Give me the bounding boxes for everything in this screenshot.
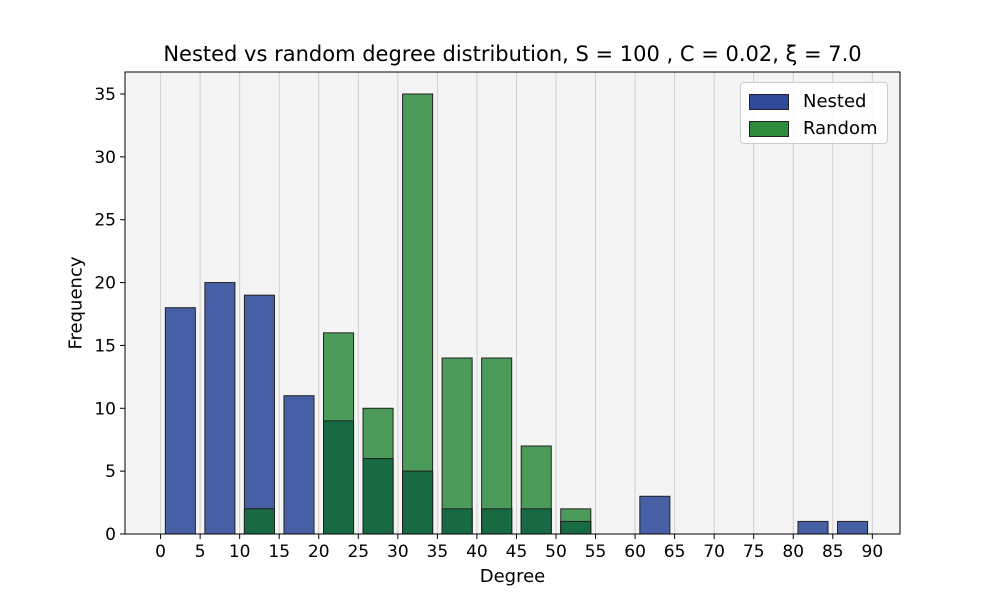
legend-label-nested: Nested	[803, 91, 867, 112]
y-tick-label: 15	[94, 336, 116, 356]
bar-overlap	[322, 420, 355, 535]
x-axis-label: Degree	[479, 566, 546, 587]
y-tick-label: 5	[105, 462, 116, 482]
x-tick-label: 90	[862, 542, 884, 562]
x-tick-label: 55	[585, 542, 607, 562]
legend-item-random: Random	[749, 115, 879, 142]
bar-random	[402, 93, 434, 535]
bar-nested	[639, 495, 671, 535]
legend: Nested Random	[740, 82, 888, 144]
legend-swatch-random	[749, 120, 789, 137]
bar-overlap	[560, 520, 592, 535]
y-tick-label: 20	[94, 274, 116, 294]
legend-item-nested: Nested	[749, 88, 879, 115]
bar-nested	[204, 282, 236, 535]
y-axis: 0 5 10 15 20 25 30 35	[94, 85, 125, 545]
bar-nested	[837, 520, 869, 535]
bar-nested	[797, 520, 829, 535]
y-tick-label: 25	[94, 211, 116, 231]
y-tick-label: 10	[94, 399, 116, 419]
x-tick-label: 50	[545, 542, 567, 562]
bar-overlap	[520, 508, 552, 535]
x-tick-label: 30	[387, 542, 409, 562]
bar-random	[481, 357, 513, 535]
bar-overlap	[362, 458, 394, 535]
bar-overlap	[441, 508, 473, 535]
bar-random	[441, 357, 473, 535]
x-tick-label: 65	[664, 542, 686, 562]
legend-label-random: Random	[803, 118, 878, 139]
plot-frame	[124, 71, 901, 535]
x-tick-label: 20	[308, 542, 330, 562]
y-tick-label: 35	[94, 85, 116, 105]
x-tick-label: 25	[347, 542, 369, 562]
x-axis: 0 5 10 15 20 25 30 35 40 45 50 55 60 65 70 75 80 85 90	[155, 534, 883, 562]
legend-swatch-nested	[749, 93, 789, 110]
bar-overlap	[481, 508, 513, 535]
x-tick-label: 70	[703, 542, 725, 562]
x-tick-label: 40	[466, 542, 488, 562]
y-axis-label: Frequency	[65, 256, 87, 350]
bar-nested	[283, 395, 315, 535]
grid-lines	[160, 72, 873, 534]
y-tick-label: 30	[94, 148, 116, 168]
x-tick-label: 0	[155, 542, 166, 562]
x-tick-label: 5	[195, 542, 206, 562]
bar-nested	[243, 294, 275, 535]
y-tick-label: 0	[105, 525, 116, 545]
x-tick-label: 60	[624, 542, 646, 562]
x-tick-label: 45	[506, 542, 528, 562]
chart-title: Nested vs random degree distribution, S …	[163, 42, 862, 66]
x-tick-label: 75	[743, 542, 765, 562]
x-tick-label: 85	[822, 542, 844, 562]
x-tick-label: 80	[782, 542, 804, 562]
bar-nested	[164, 307, 196, 535]
x-tick-label: 15	[268, 542, 290, 562]
x-tick-label: 10	[229, 542, 251, 562]
bars	[164, 93, 869, 535]
bar-overlap	[402, 470, 434, 535]
bar-overlap	[243, 508, 275, 535]
x-tick-label: 35	[427, 542, 449, 562]
